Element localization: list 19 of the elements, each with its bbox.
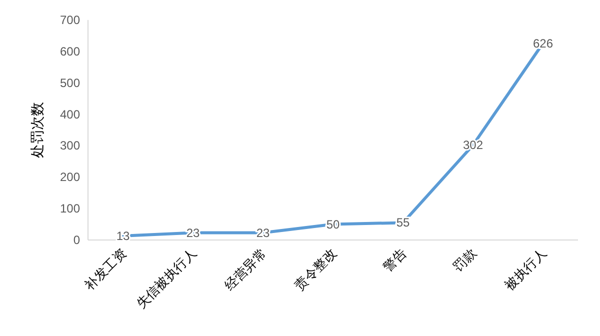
y-tick-label: 500 <box>60 76 80 90</box>
x-tick-label: 补发工资 <box>82 246 130 293</box>
data-label: 23 <box>186 226 200 240</box>
data-label: 23 <box>256 226 270 240</box>
data-label: 626 <box>532 36 554 50</box>
x-tick-label: 罚款 <box>450 246 480 275</box>
y-tick-label: 700 <box>60 13 80 27</box>
y-tick-label: 300 <box>60 138 80 153</box>
y-tick-label: 600 <box>60 44 80 58</box>
x-tick-label: 被执行人 <box>502 246 550 293</box>
x-tick-label: 责令整改 <box>292 246 340 293</box>
y-tick-label: 100 <box>60 202 80 216</box>
y-tick-label: 0 <box>73 233 80 247</box>
y-tick-label: 400 <box>60 107 80 122</box>
y-axis-title: 处罚次数 <box>29 102 45 158</box>
x-tick-label: 失信被执行人 <box>133 246 200 312</box>
x-tick-label: 警告 <box>380 246 410 275</box>
x-tick-label: 经营异常 <box>222 246 270 293</box>
y-tick-label: 200 <box>60 170 80 184</box>
